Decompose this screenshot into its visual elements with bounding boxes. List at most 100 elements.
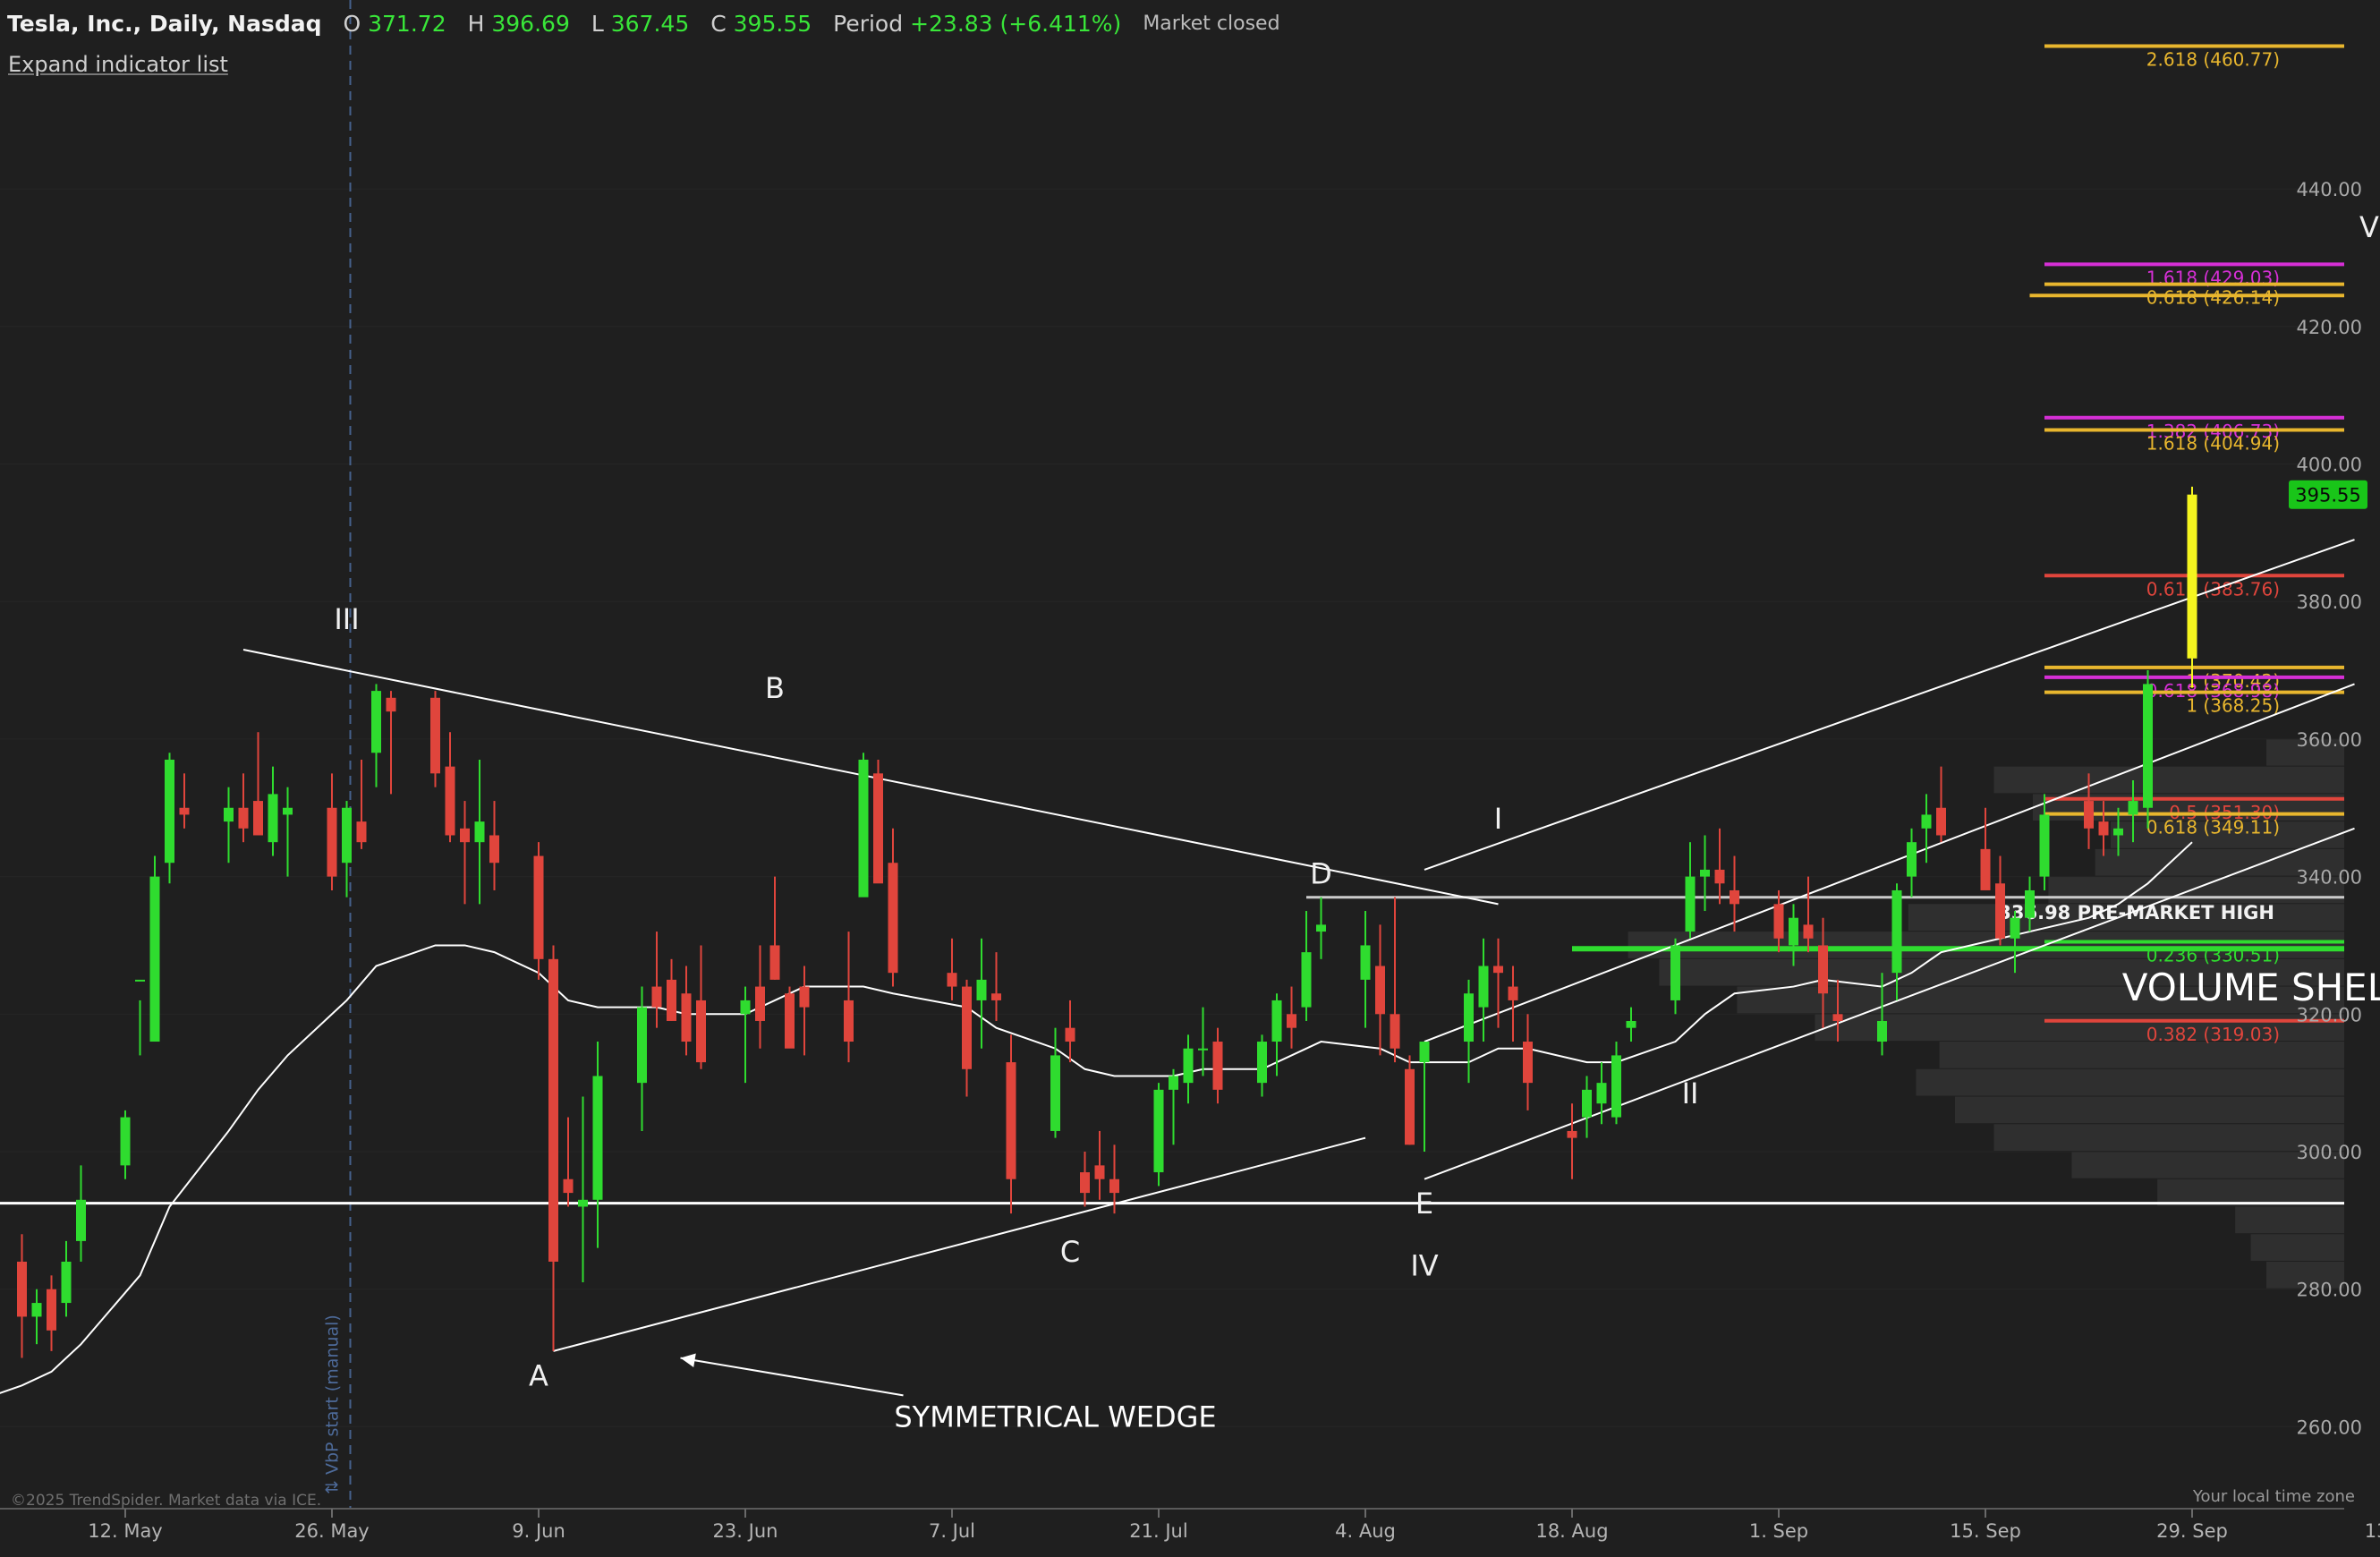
candle-body[interactable] <box>1567 1130 1577 1138</box>
candle-body[interactable] <box>120 1117 131 1166</box>
candles[interactable] <box>0 486 2197 1358</box>
candle-body[interactable] <box>224 807 234 822</box>
candle-body[interactable] <box>2010 917 2020 939</box>
expand-indicator-list-link[interactable]: Expand indicator list <box>8 52 228 77</box>
candle-body[interactable] <box>1773 904 1784 939</box>
candle-body[interactable] <box>888 863 898 974</box>
candle-body[interactable] <box>31 1303 42 1317</box>
candle-body[interactable] <box>1050 1055 1060 1131</box>
candle-body[interactable] <box>1316 924 1326 932</box>
candle-body[interactable] <box>2113 828 2123 836</box>
candle-body[interactable] <box>1921 814 1932 829</box>
candle-body[interactable] <box>283 807 293 815</box>
candle-body[interactable] <box>460 828 470 843</box>
candle-body[interactable] <box>578 1199 588 1207</box>
candle-body[interactable] <box>637 1007 647 1084</box>
candle-body[interactable] <box>149 876 160 1042</box>
candle-body[interactable] <box>991 993 1001 1000</box>
candle-body[interactable] <box>1198 1048 1208 1051</box>
candle-body[interactable] <box>1375 966 1385 1015</box>
candle-body[interactable] <box>371 691 381 753</box>
candle-body[interactable] <box>1405 1068 1415 1145</box>
candle-body[interactable] <box>1611 1055 1621 1118</box>
candle-body[interactable] <box>2084 801 2094 829</box>
candle-body[interactable] <box>1907 842 1917 877</box>
candle-body[interactable] <box>533 855 544 959</box>
candle-body[interactable] <box>1065 1027 1075 1042</box>
candle-body[interactable] <box>755 986 765 1021</box>
candle-body[interactable] <box>1212 1042 1223 1090</box>
candle-body[interactable] <box>1287 1014 1296 1028</box>
candle-body[interactable] <box>474 821 485 843</box>
candle-body[interactable] <box>165 759 174 864</box>
trendline[interactable] <box>553 1136 1366 1352</box>
candle-body[interactable] <box>858 759 869 898</box>
x-axis[interactable]: 12. May 26. May 9. Jun 23. Jun 7. Jul 21. Jul… <box>0 1508 2380 1542</box>
candle-body[interactable] <box>769 945 780 980</box>
candle-body[interactable] <box>17 1261 27 1317</box>
candle-body[interactable] <box>2128 801 2138 815</box>
candle-body[interactable] <box>2143 684 2153 808</box>
candle-body[interactable] <box>179 807 190 815</box>
candle-body[interactable] <box>2039 814 2050 877</box>
candle-body[interactable] <box>696 1000 706 1063</box>
trendline[interactable] <box>1424 683 2355 1042</box>
candle-body[interactable] <box>1508 986 1518 1000</box>
trendline[interactable] <box>1424 827 2355 1180</box>
candle-body[interactable] <box>1980 848 1991 890</box>
candle-body[interactable] <box>1891 889 1902 974</box>
candle-body[interactable] <box>1464 993 1474 1042</box>
candle-body[interactable] <box>342 807 352 864</box>
candle-body[interactable] <box>1419 1042 1430 1063</box>
candle-body[interactable] <box>1730 889 1739 905</box>
candle-body[interactable] <box>489 835 499 864</box>
candle-body[interactable] <box>1257 1042 1267 1084</box>
candle-body[interactable] <box>962 986 972 1069</box>
candle-body[interactable] <box>1596 1083 1607 1104</box>
candle-body[interactable] <box>1523 1042 1533 1084</box>
last-price-tag[interactable] <box>2289 480 2367 509</box>
candle-body[interactable] <box>76 1199 86 1241</box>
candle-body[interactable] <box>1080 1172 1090 1194</box>
candle-body[interactable] <box>1789 917 1798 946</box>
candle-body[interactable] <box>592 1076 603 1200</box>
candle-body[interactable] <box>1094 1165 1105 1179</box>
candle-body[interactable] <box>1700 869 1710 877</box>
candle-body[interactable] <box>844 1000 854 1042</box>
candle-body[interactable] <box>681 993 692 1042</box>
candle-body[interactable] <box>1626 1020 1636 1028</box>
candle-body[interactable] <box>1153 1089 1164 1173</box>
candle-body[interactable] <box>1995 883 2005 939</box>
candle-body[interactable] <box>1183 1048 1194 1084</box>
candle-body[interactable] <box>548 958 558 1262</box>
candle-body[interactable] <box>430 697 440 774</box>
candle-body[interactable] <box>563 1178 574 1194</box>
candle-body[interactable] <box>947 973 957 987</box>
candle-body[interactable] <box>1803 924 1814 939</box>
candle-body[interactable] <box>976 979 987 1000</box>
candle-body[interactable] <box>785 993 795 1049</box>
symbol-title[interactable]: Tesla, Inc., Daily, Nasdaq <box>7 10 322 37</box>
candle-body[interactable] <box>873 773 883 884</box>
candle-body[interactable] <box>327 807 337 877</box>
candle-body[interactable] <box>1390 1014 1400 1049</box>
candle-body[interactable] <box>1169 1076 1178 1090</box>
candle-body[interactable] <box>799 986 810 1008</box>
candle-body[interactable] <box>1685 876 1696 932</box>
candle-body[interactable] <box>135 979 145 982</box>
candle-body[interactable] <box>667 979 676 1021</box>
candle-body[interactable] <box>1006 1062 1016 1179</box>
candle-body[interactable] <box>2098 821 2109 836</box>
candle-body[interactable] <box>1478 966 1489 1008</box>
candle-body[interactable] <box>445 766 455 836</box>
candle-body[interactable] <box>268 794 278 843</box>
candle-body[interactable] <box>2025 889 2035 918</box>
candle-body[interactable] <box>61 1261 72 1304</box>
candle-body[interactable] <box>1714 869 1725 884</box>
candle-body[interactable] <box>1936 807 1946 836</box>
candle-body[interactable] <box>1301 952 1312 1008</box>
candle-body[interactable] <box>740 1000 751 1015</box>
trendline[interactable] <box>1424 539 2355 871</box>
